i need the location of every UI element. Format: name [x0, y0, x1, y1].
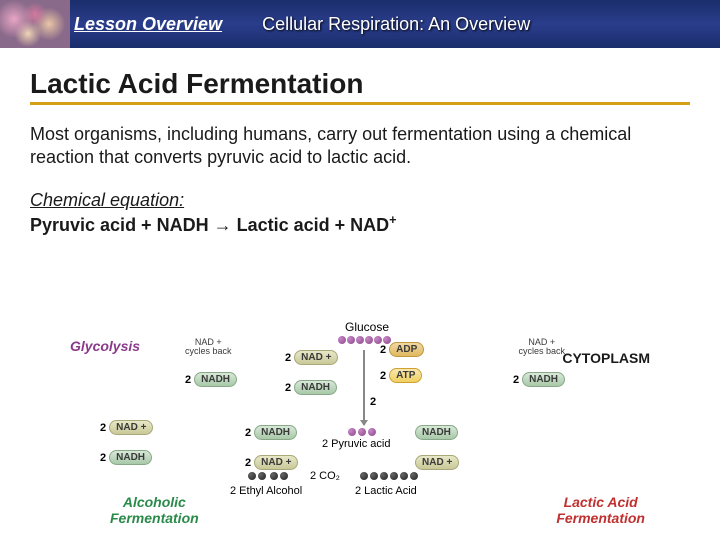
two-count: 2	[370, 396, 376, 408]
content-area: Lactic Acid Fermentation Most organisms,…	[0, 48, 720, 256]
section-body: Most organisms, including humans, carry …	[30, 123, 690, 168]
equation-lhs: Pyruvic acid + NADH	[30, 215, 209, 235]
nad-plus-badge: NAD +	[294, 350, 338, 365]
nad-plus-badge: NAD +	[415, 455, 459, 470]
glycolysis-arrow	[363, 350, 365, 425]
adp-molecule: 2 ADP	[380, 342, 424, 357]
nadh-badge: NADH	[254, 425, 297, 440]
equation-label: Chemical equation:	[30, 190, 690, 211]
alcoholic-line2: Fermentation	[110, 510, 199, 526]
adp-badge: ADP	[389, 342, 424, 357]
nadh-badge: NADH	[194, 372, 237, 387]
two-label: 2	[100, 422, 106, 434]
nadh-badge: NADH	[415, 425, 458, 440]
pyruvic-acid-label: 2 Pyruvic acid	[322, 438, 390, 450]
nadh-lower-left: 2 NADH	[245, 425, 297, 440]
cycles-back-text: cycles back	[185, 346, 232, 356]
atp-molecule: 2 ATP	[380, 368, 422, 383]
nad-plus-badge: NAD +	[109, 420, 153, 435]
nadh-badge: NADH	[522, 372, 565, 387]
lactic-line2: Fermentation	[556, 510, 645, 526]
header-decoration	[0, 0, 70, 48]
nadh-left-upper: 2 NADH	[185, 372, 237, 387]
ethyl-alcohol-molecule	[248, 472, 266, 480]
nadh-badge: NADH	[109, 450, 152, 465]
slide-title: Cellular Respiration: An Overview	[262, 14, 530, 35]
two-label: 2	[185, 374, 191, 386]
nad-plus-lower-left: 2 NAD +	[245, 455, 298, 470]
fermentation-diagram: Glycolysis CYTOPLASM Alcoholic Fermentat…	[70, 320, 650, 530]
nad-plus-badge: NAD +	[254, 455, 298, 470]
nadh-badge: NADH	[294, 380, 337, 395]
nadh-lower-right: NADH	[415, 425, 458, 440]
two-label: 2	[100, 452, 106, 464]
two-label: 2	[380, 370, 386, 382]
two-label: 2	[245, 427, 251, 439]
chemical-equation: Pyruvic acid + NADH → Lactic acid + NAD+	[30, 213, 690, 236]
cytoplasm-label: CYTOPLASM	[562, 350, 650, 366]
equation-superscript: +	[389, 213, 396, 227]
two-label: 2	[513, 374, 519, 386]
header-bar: Lesson Overview Cellular Respiration: An…	[0, 0, 720, 48]
nad-plus-lower-far-left: 2 NAD +	[100, 420, 153, 435]
lactic-line1: Lactic Acid	[564, 494, 638, 510]
nadh-right-upper: 2 NADH	[513, 372, 565, 387]
nad-plus-right-upper: NAD +cycles back	[518, 338, 565, 356]
lactic-acid-molecule-2	[390, 472, 418, 480]
cycles-back-text: cycles back	[518, 346, 565, 356]
nad-plus-center: 2 NAD +	[285, 350, 338, 365]
glucose-label: Glucose	[345, 320, 389, 334]
alcoholic-line1: Alcoholic	[123, 494, 186, 510]
ethyl-alcohol-label: 2 Ethyl Alcohol	[230, 485, 302, 497]
nad-plus-lower-right: NAD +	[415, 455, 459, 470]
nad-plus-left-upper: NAD +cycles back	[185, 338, 232, 356]
nadh-center: 2 NADH	[285, 380, 337, 395]
alcoholic-fermentation-label: Alcoholic Fermentation	[110, 495, 199, 526]
equation-rhs-1: Lactic acid + NAD	[237, 215, 390, 235]
atp-badge: ATP	[389, 368, 422, 383]
lactic-acid-molecule	[360, 472, 388, 480]
nadh-lower-far-left: 2 NADH	[100, 450, 152, 465]
co2-label: 2 CO₂	[310, 470, 340, 482]
ethyl-alcohol-molecule-2	[270, 472, 288, 480]
lactic-acid-label: 2 Lactic Acid	[355, 485, 417, 497]
two-label: 2	[380, 344, 386, 356]
lesson-overview-label: Lesson Overview	[74, 14, 222, 35]
two-label: 2	[285, 382, 291, 394]
two-label: 2	[285, 352, 291, 364]
glycolysis-label: Glycolysis	[70, 338, 140, 354]
two-label: 2	[245, 457, 251, 469]
section-title: Lactic Acid Fermentation	[30, 68, 690, 105]
pyruvic-acid-molecule	[348, 428, 376, 436]
equation-arrow: →	[209, 215, 237, 235]
lactic-fermentation-label: Lactic Acid Fermentation	[556, 495, 645, 526]
